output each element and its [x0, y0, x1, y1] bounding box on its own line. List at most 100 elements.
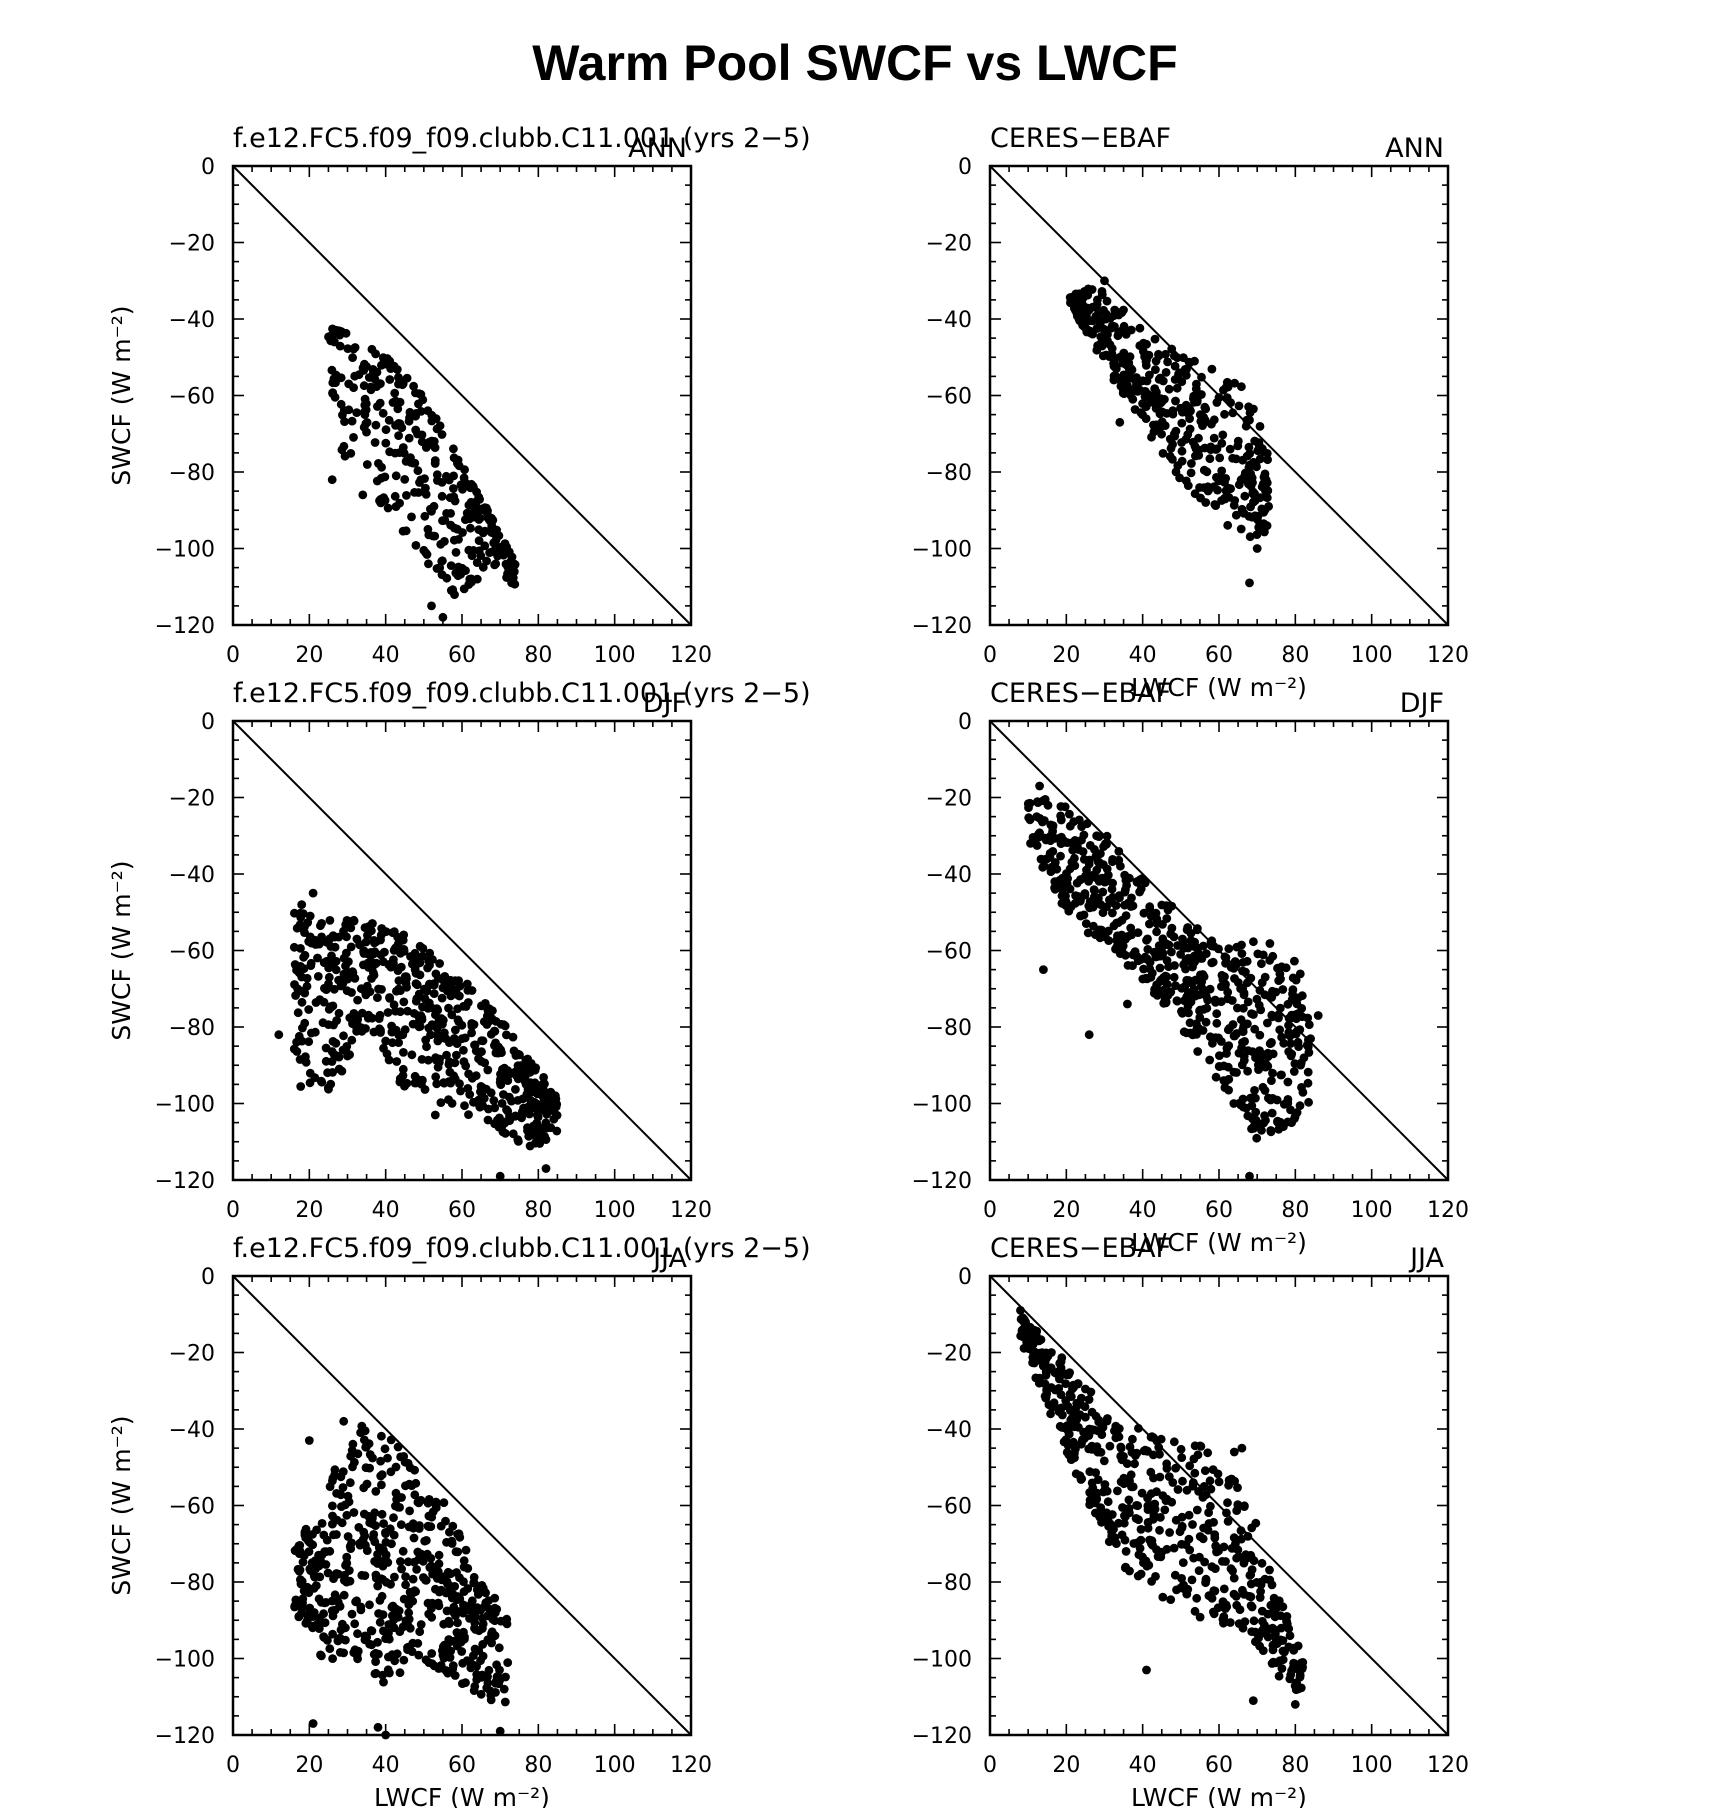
data-point	[297, 972, 307, 982]
data-point	[383, 1453, 392, 1463]
data-point	[328, 1068, 337, 1077]
data-point	[379, 493, 389, 503]
axis-ticks	[232, 165, 692, 626]
data-point	[1217, 466, 1227, 476]
data-point	[1170, 961, 1179, 970]
data-point	[1143, 1447, 1152, 1456]
data-point	[464, 500, 474, 510]
data-point	[1269, 1610, 1279, 1619]
data-point	[328, 1473, 338, 1483]
data-point	[1088, 902, 1098, 912]
data-point	[1252, 530, 1262, 539]
data-point	[1065, 1406, 1075, 1415]
data-point	[391, 471, 401, 481]
data-point	[378, 408, 388, 418]
data-point	[371, 1657, 380, 1666]
data-point	[434, 1601, 444, 1611]
data-point	[1290, 1659, 1300, 1669]
data-point	[423, 524, 433, 534]
data-point	[1260, 972, 1270, 982]
data-point	[452, 524, 462, 534]
data-point	[1118, 388, 1128, 398]
y-tick-label: −20	[169, 1342, 215, 1367]
data-point	[1260, 527, 1269, 537]
data-point	[480, 1058, 490, 1068]
data-point	[1200, 1466, 1210, 1476]
x-tick-label: 20	[295, 1753, 323, 1778]
data-point	[530, 1065, 540, 1075]
data-point	[328, 1629, 337, 1639]
data-point	[465, 577, 475, 587]
data-point	[373, 1722, 383, 1732]
x-tick-label: 60	[1205, 643, 1233, 668]
data-point	[1236, 524, 1246, 534]
data-point	[1209, 1517, 1218, 1527]
data-point	[1158, 376, 1168, 386]
data-point	[1257, 1125, 1266, 1135]
data-point	[1237, 382, 1246, 392]
data-point	[376, 1456, 385, 1466]
data-point	[347, 1538, 356, 1548]
data-point	[525, 1109, 534, 1119]
data-point	[1212, 398, 1222, 407]
data-point	[499, 1020, 509, 1030]
data-point	[447, 1010, 457, 1020]
data-point	[1093, 312, 1103, 322]
data-point	[1214, 1477, 1224, 1487]
data-point	[1263, 1609, 1273, 1619]
data-point	[376, 935, 385, 945]
data-point	[459, 1045, 468, 1055]
data-point	[385, 375, 395, 384]
data-point	[1113, 1486, 1122, 1496]
data-point	[1173, 1485, 1183, 1494]
data-point	[411, 541, 421, 550]
data-point	[500, 540, 510, 549]
data-point	[371, 958, 381, 968]
data-point	[298, 909, 308, 919]
data-point	[1182, 992, 1192, 1002]
data-point	[430, 1110, 440, 1120]
data-point	[529, 1103, 539, 1112]
data-point	[1118, 941, 1128, 951]
data-point	[1232, 1068, 1241, 1077]
data-point	[461, 1061, 471, 1071]
data-point	[1219, 1603, 1229, 1613]
data-point	[370, 1669, 380, 1679]
data-point	[328, 1654, 337, 1663]
data-point	[1106, 313, 1115, 323]
data-point	[1072, 1398, 1082, 1408]
data-point	[378, 957, 388, 967]
data-point	[1136, 408, 1146, 417]
data-point	[1054, 1367, 1064, 1376]
data-point	[394, 976, 404, 986]
data-point	[305, 1068, 315, 1078]
data-point	[1149, 1510, 1159, 1520]
data-point	[1190, 1606, 1200, 1616]
data-point	[368, 1514, 377, 1523]
data-point	[451, 568, 461, 578]
data-point	[436, 1098, 446, 1107]
data-point	[446, 509, 455, 518]
data-point	[1263, 1632, 1273, 1642]
data-point	[1221, 486, 1231, 496]
data-point	[1139, 964, 1148, 974]
data-point	[408, 1519, 418, 1529]
data-point	[381, 1537, 391, 1547]
data-point	[369, 936, 379, 945]
data-point	[361, 937, 371, 947]
data-point	[1180, 365, 1190, 374]
data-point	[367, 344, 377, 354]
data-point	[1149, 947, 1159, 957]
data-point	[520, 1072, 530, 1081]
data-point	[472, 574, 482, 584]
data-point	[448, 585, 458, 595]
data-point	[489, 538, 499, 548]
data-point	[1268, 1068, 1277, 1078]
y-tick-label: 0	[201, 155, 215, 180]
data-point	[348, 967, 357, 976]
data-point	[1212, 1018, 1222, 1028]
data-point	[1172, 996, 1182, 1006]
data-point	[1264, 502, 1273, 511]
data-point	[1172, 353, 1182, 363]
data-point	[359, 381, 369, 391]
